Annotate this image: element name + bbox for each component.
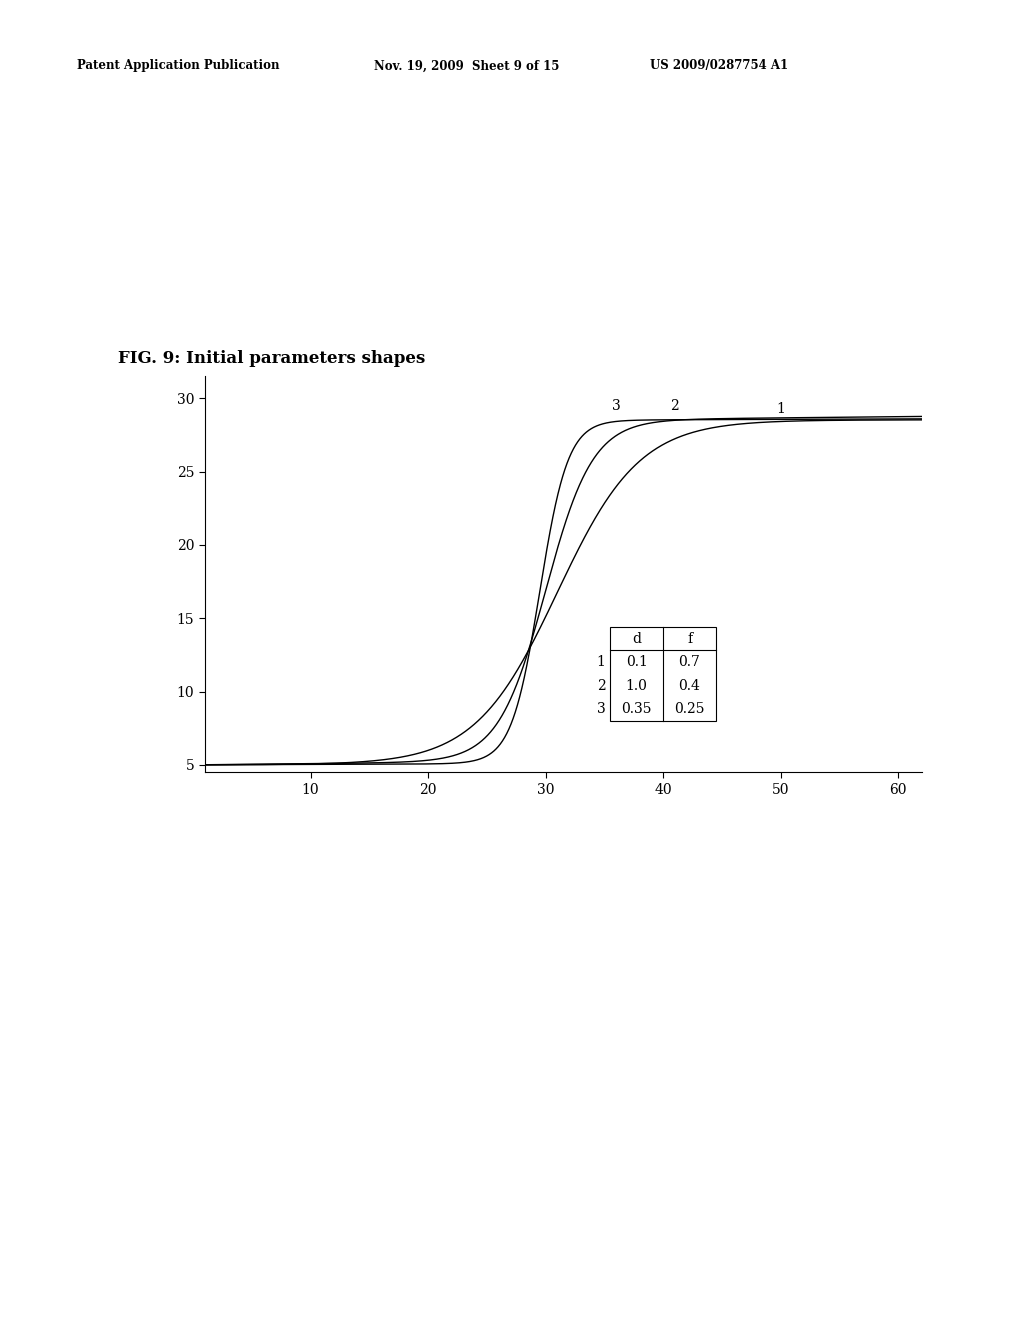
Text: FIG. 9: Initial parameters shapes: FIG. 9: Initial parameters shapes [118, 350, 425, 367]
Text: 0.35: 0.35 [622, 702, 652, 717]
Text: 3: 3 [597, 702, 605, 717]
Text: 0.1: 0.1 [626, 655, 647, 669]
Text: d: d [632, 632, 641, 645]
Text: US 2009/0287754 A1: US 2009/0287754 A1 [650, 59, 788, 73]
Text: Nov. 19, 2009  Sheet 9 of 15: Nov. 19, 2009 Sheet 9 of 15 [374, 59, 559, 73]
Text: f: f [687, 632, 692, 645]
Text: 3: 3 [611, 399, 621, 413]
Text: 0.7: 0.7 [679, 655, 700, 669]
Text: 0.4: 0.4 [679, 678, 700, 693]
Bar [610, 627, 716, 721]
Text: 1: 1 [597, 655, 605, 669]
Text: Patent Application Publication: Patent Application Publication [77, 59, 280, 73]
Text: 1.0: 1.0 [626, 678, 647, 693]
Text: 1: 1 [776, 401, 785, 416]
Text: 0.25: 0.25 [674, 702, 705, 717]
Text: 2: 2 [597, 678, 605, 693]
Text: 2: 2 [671, 399, 679, 413]
